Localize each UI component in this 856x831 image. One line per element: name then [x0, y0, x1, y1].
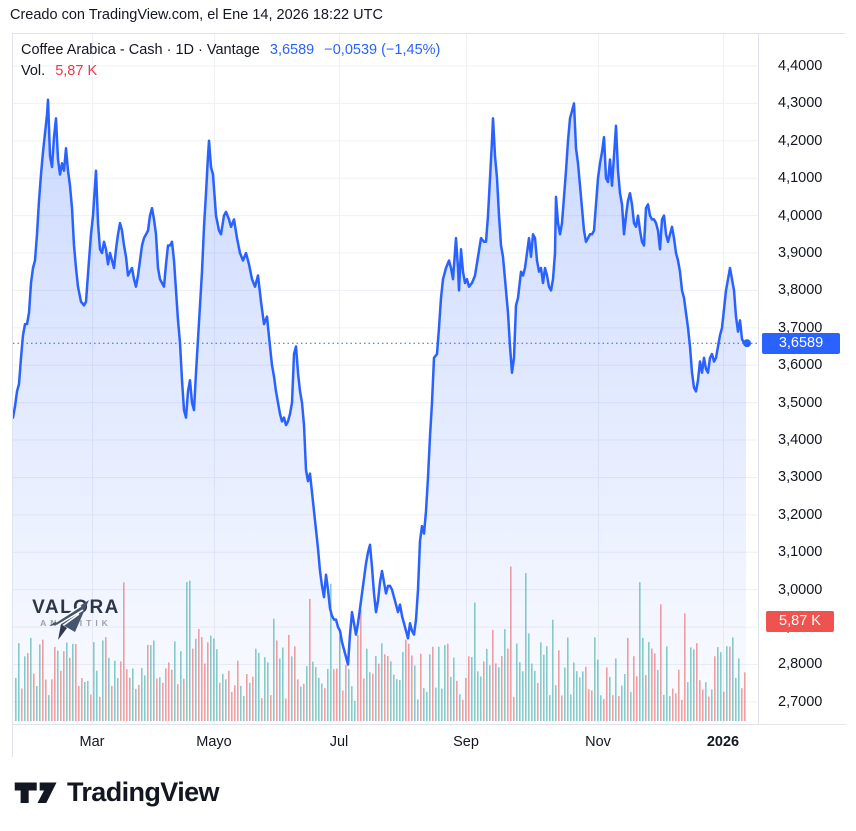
chart-legend: Coffee Arabica - Cash · 1D · Vantage 3,6… [21, 40, 440, 82]
time-axis[interactable]: Mar Mayo Jul Sep Nov 2026 [13, 724, 846, 757]
time-axis-label: Mar [79, 734, 105, 750]
created-with-line: Creado con TradingView.com, el Ene 14, 2… [10, 7, 383, 23]
time-axis-label: Mayo [196, 734, 232, 750]
time-axis-label: Nov [585, 734, 611, 750]
price-change-value: −0,0539 (−1,45%) [324, 42, 441, 58]
price-axis-label: 4,0000 [778, 207, 823, 224]
last-price-value: 3,6589 [269, 42, 315, 58]
symbol-title[interactable]: Coffee Arabica - Cash · 1D · Vantage [21, 42, 260, 58]
price-axis-label: 4,4000 [778, 58, 823, 74]
time-axis-label: 2026 [706, 734, 740, 750]
watermark-name: VALORA [32, 597, 120, 618]
price-chart-svg [13, 34, 758, 724]
price-axis-label: 4,1000 [778, 170, 823, 187]
price-axis-label: 4,2000 [778, 132, 823, 149]
time-axis-label: Jul [329, 734, 349, 750]
price-axis-label: 3,7000 [778, 319, 823, 336]
price-pane[interactable]: Coffee Arabica - Cash · 1D · Vantage 3,6… [13, 34, 758, 724]
volume-tag: 5,87 K [766, 611, 834, 632]
tradingview-brand-text: TradingView [67, 776, 220, 807]
last-price-tag: 3,6589 [762, 332, 840, 354]
time-axis-label: Sep [453, 734, 479, 750]
price-axis-label: 3,8000 [778, 282, 823, 299]
price-axis[interactable]: 3,6589 5,87 K 4,4000 4,3000 4,2000 4,1000 4,… [758, 34, 845, 724]
price-axis-label: 3,2000 [778, 506, 823, 523]
volume-label[interactable]: Vol. [21, 63, 46, 79]
price-axis-label: 2,8000 [778, 656, 823, 673]
tradingview-mark-icon [14, 782, 57, 803]
tradingview-logo[interactable]: TradingView [14, 775, 220, 809]
price-axis-label: 3,9000 [778, 245, 823, 262]
valora-watermark: VALORA ANALITIK [21, 597, 131, 640]
price-axis-label: 3,4000 [778, 432, 823, 449]
volume-value: 5,87 K [55, 63, 98, 79]
price-axis-label: 2,7000 [778, 693, 823, 710]
price-axis-label: 3,3000 [778, 469, 823, 486]
price-axis-label: 4,3000 [778, 95, 823, 112]
price-axis-label: 3,0000 [778, 581, 823, 598]
price-axis-label: 3,1000 [778, 544, 823, 561]
valora-plane-icon [49, 600, 89, 640]
chart-widget: Coffee Arabica - Cash · 1D · Vantage 3,6… [12, 33, 846, 757]
price-axis-label: 3,6000 [778, 357, 823, 374]
price-axis-label: 3,5000 [778, 394, 823, 411]
